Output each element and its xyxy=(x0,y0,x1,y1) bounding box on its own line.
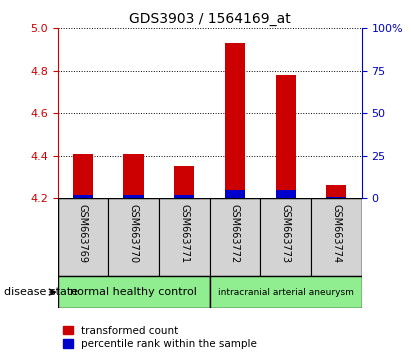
Bar xyxy=(210,198,260,276)
Bar xyxy=(311,198,362,276)
Bar xyxy=(225,190,245,198)
Bar xyxy=(275,190,296,198)
Bar xyxy=(210,276,362,308)
Bar xyxy=(58,198,108,276)
Text: GSM663772: GSM663772 xyxy=(230,205,240,264)
Text: GSM663771: GSM663771 xyxy=(179,205,189,264)
Bar xyxy=(326,196,346,198)
Text: GSM663773: GSM663773 xyxy=(281,205,291,264)
Bar xyxy=(225,43,245,198)
Bar xyxy=(159,198,210,276)
Legend: transformed count, percentile rank within the sample: transformed count, percentile rank withi… xyxy=(63,326,257,349)
Text: disease state: disease state xyxy=(4,287,78,297)
Title: GDS3903 / 1564169_at: GDS3903 / 1564169_at xyxy=(129,12,291,26)
Bar xyxy=(174,195,194,198)
Bar xyxy=(174,166,194,198)
Text: GSM663774: GSM663774 xyxy=(331,205,341,264)
Bar xyxy=(108,198,159,276)
Bar xyxy=(58,276,210,308)
Bar xyxy=(73,195,93,198)
Bar xyxy=(123,195,144,198)
Bar xyxy=(260,198,311,276)
Bar xyxy=(275,75,296,198)
Text: GSM663769: GSM663769 xyxy=(78,205,88,263)
Text: GSM663770: GSM663770 xyxy=(129,205,139,264)
Text: normal healthy control: normal healthy control xyxy=(70,287,197,297)
Bar xyxy=(326,185,346,198)
Bar xyxy=(73,154,93,198)
Text: intracranial arterial aneurysm: intracranial arterial aneurysm xyxy=(218,287,353,297)
Bar xyxy=(123,154,144,198)
